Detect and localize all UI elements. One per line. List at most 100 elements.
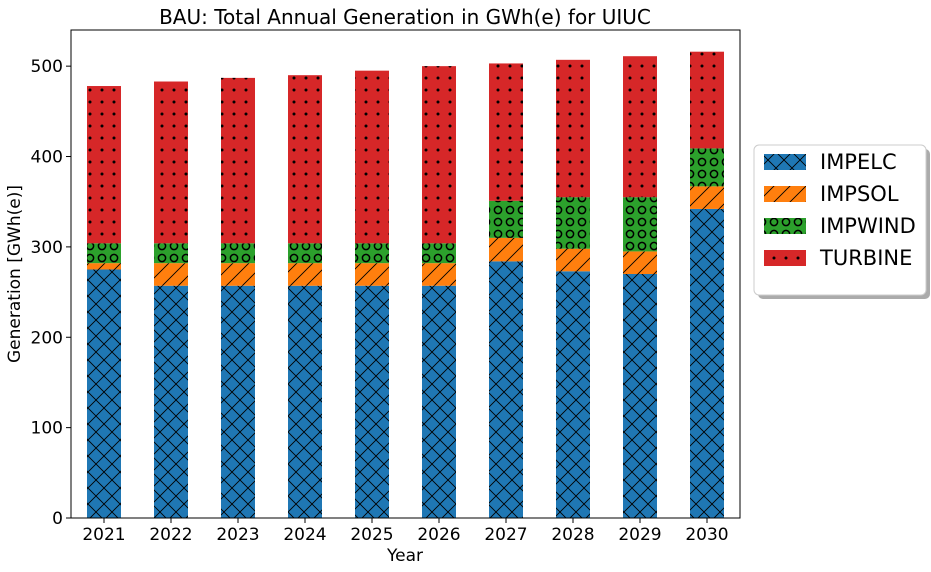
bar-hatch [556,197,590,249]
legend-item-impelc: IMPELC [764,150,897,174]
legend-swatch-hatch [764,218,806,234]
chart-title: BAU: Total Annual Generation in GWh(e) f… [159,5,651,29]
x-tick-label: 2027 [484,525,527,545]
bar-hatch [623,56,657,198]
bar-hatch [623,197,657,252]
bar-hatch [355,70,389,244]
bar-turbine-2027 [489,63,523,201]
bar-impelc-2022 [154,285,188,518]
bar-hatch [221,263,255,286]
bar-turbine-2026 [422,66,456,244]
y-tick-label: 300 [31,238,63,258]
bar-impsol-2028 [556,248,590,272]
bar-turbine-2028 [556,59,590,198]
bar-hatch [355,243,389,264]
x-tick-label: 2022 [149,525,192,545]
bar-hatch [221,243,255,264]
bar-impsol-2030 [690,186,724,209]
bar-impsol-2027 [489,237,523,262]
bar-hatch [422,66,456,244]
bar-hatch [355,285,389,518]
bar-hatch [87,269,121,518]
bar-hatch [154,263,188,286]
bar-impelc-2029 [623,274,657,518]
bar-hatch [690,51,724,149]
bar-hatch [288,263,322,286]
bar-hatch [87,243,121,264]
legend-label: IMPELC [820,150,897,174]
bar-hatch [489,237,523,262]
bar-impelc-2027 [489,261,523,518]
bar-hatch [87,86,121,244]
y-tick-label: 0 [52,509,63,529]
bar-hatch [422,243,456,264]
bar-hatch [489,63,523,201]
legend: IMPELC IMPSOL IMPWIND TURBINE [753,144,930,299]
bar-hatch [690,148,724,187]
bar-impsol-2023 [221,263,255,286]
bar-hatch [556,59,590,198]
bar-impwind-2021 [87,243,121,264]
bar-turbine-2025 [355,70,389,244]
y-tick-label: 100 [31,419,63,439]
bar-hatch [221,77,255,244]
bar-impelc-2026 [422,285,456,518]
bar-impwind-2028 [556,197,590,249]
x-axis-label: Year [386,546,423,566]
bar-hatch [288,285,322,518]
bar-impsol-2022 [154,263,188,286]
x-tick-label: 2021 [82,525,125,545]
x-tick-label: 2028 [551,525,594,545]
bar-hatch [87,263,121,270]
legend-swatch-hatch [764,250,806,266]
bar-impwind-2023 [221,243,255,264]
bar-turbine-2029 [623,56,657,198]
bar-impsol-2029 [623,251,657,274]
bar-impwind-2026 [422,243,456,264]
bar-impelc-2024 [288,285,322,518]
y-axis-label: Generation [GWh(e)] [5,185,25,363]
x-tick-label: 2024 [283,525,326,545]
bar-impwind-2029 [623,197,657,252]
legend-swatch-hatch [764,154,806,170]
bar-impwind-2030 [690,148,724,187]
legend-swatch-hatch [764,186,806,202]
bar-impsol-2021 [87,263,121,270]
legend-label: TURBINE [819,246,912,270]
y-tick-label: 400 [31,148,63,168]
bar-impelc-2028 [556,271,590,518]
bar-hatch [556,248,590,272]
legend-item-turbine: TURBINE [764,246,912,270]
bar-impsol-2024 [288,263,322,286]
bar-hatch [288,243,322,264]
bar-turbine-2022 [154,81,188,244]
x-tick-label: 2025 [350,525,393,545]
bar-turbine-2024 [288,75,322,244]
bar-hatch [623,274,657,518]
bar-impsol-2025 [355,263,389,286]
bar-hatch [422,263,456,286]
bar-hatch [690,186,724,209]
bar-hatch [154,243,188,264]
legend-item-impwind: IMPWIND [764,214,916,238]
bar-hatch [355,263,389,286]
bar-hatch [623,251,657,274]
bar-turbine-2021 [87,86,121,244]
bar-hatch [556,271,590,518]
legend-label: IMPSOL [820,182,899,206]
y-tick-label: 200 [31,328,63,348]
x-tick-label: 2023 [216,525,259,545]
bar-impelc-2021 [87,269,121,518]
bar-turbine-2023 [221,77,255,244]
bar-hatch [690,208,724,518]
bar-impelc-2025 [355,285,389,518]
bar-hatch [221,285,255,518]
bars-group [87,51,724,518]
bar-impwind-2027 [489,200,523,238]
bar-hatch [154,81,188,244]
bar-impwind-2022 [154,243,188,264]
bar-hatch [288,75,322,244]
x-tick-label: 2026 [417,525,460,545]
bar-hatch [422,285,456,518]
